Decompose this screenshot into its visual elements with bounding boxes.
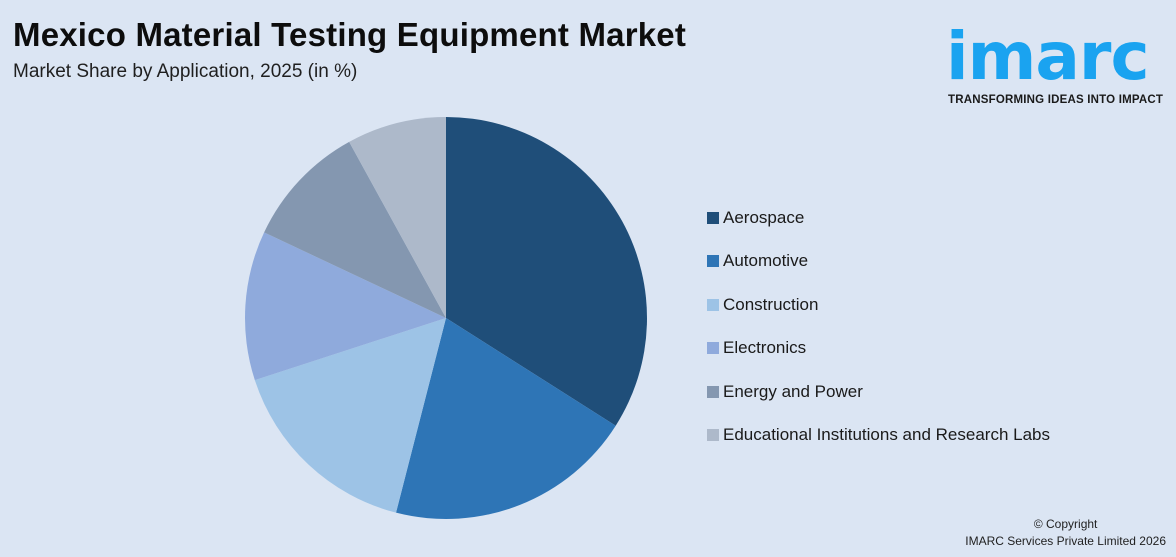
pie-slice-aerospace xyxy=(446,117,647,426)
legend-item: Construction xyxy=(707,283,1050,327)
imarc-logo: imarc TRANSFORMING IDEAS INTO IMPACT xyxy=(944,10,1172,110)
pie-slice-construction xyxy=(254,318,446,513)
pie-slice-energy-and-power xyxy=(264,141,446,318)
chart-subtitle: Market Share by Application, 2025 (in %) xyxy=(13,61,358,82)
chart-title: Mexico Material Testing Equipment Market xyxy=(13,16,687,53)
copyright-line-1: © Copyright xyxy=(1033,517,1098,531)
legend-swatch xyxy=(707,385,719,398)
legend-swatch xyxy=(707,255,719,268)
copyright: © Copyright IMARC Services Private Limit… xyxy=(965,516,1166,550)
legend-label: Energy and Power xyxy=(723,381,863,401)
legend-label: Construction xyxy=(723,294,819,314)
legend-label: Educational Institutions and Research La… xyxy=(723,425,1050,445)
legend-item: Electronics xyxy=(707,327,1050,371)
legend-item: Educational Institutions and Research La… xyxy=(707,414,1050,458)
legend-swatch xyxy=(707,342,719,355)
legend-item: Energy and Power xyxy=(707,370,1050,414)
legend-swatch xyxy=(707,211,719,224)
legend-item: Aerospace xyxy=(707,196,1050,240)
legend-swatch xyxy=(707,298,719,311)
logo-tagline: TRANSFORMING IDEAS INTO IMPACT xyxy=(948,94,1164,106)
copyright-line-2: IMARC Services Private Limited 2026 xyxy=(965,534,1166,548)
pie-slice-educational-institutions-and-research-labs xyxy=(349,117,446,318)
legend-label: Automotive xyxy=(723,251,809,271)
logo-wordmark: imarc xyxy=(946,18,1150,95)
legend-item: Automotive xyxy=(707,240,1050,284)
pie-slice-electronics xyxy=(244,232,446,381)
pie-chart xyxy=(244,117,647,519)
chart-legend: Aerospace Automotive Construction Electroni… xyxy=(707,196,1050,457)
legend-label: Aerospace xyxy=(723,207,805,227)
legend-swatch xyxy=(707,429,719,442)
pie-slice-automotive xyxy=(396,318,616,519)
legend-label: Electronics xyxy=(723,338,807,358)
